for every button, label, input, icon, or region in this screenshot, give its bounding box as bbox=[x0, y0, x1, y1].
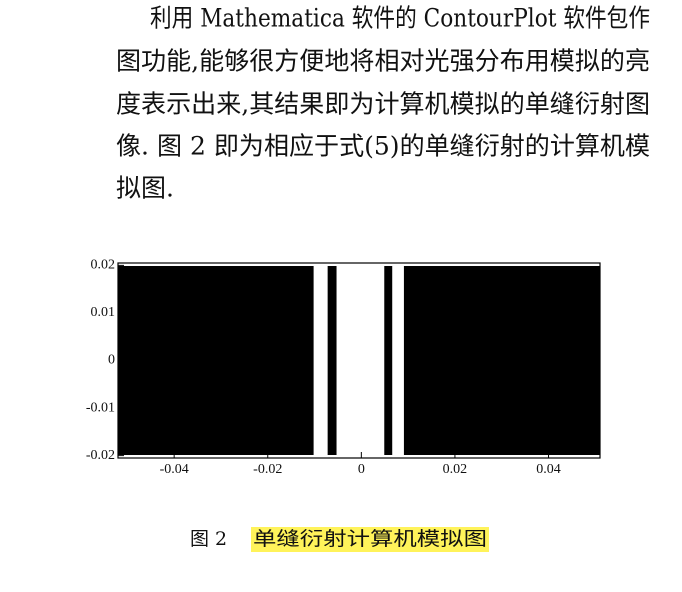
paragraph-line: 度表示出来,其结果即为计算机模拟的单缝衍射图 bbox=[116, 90, 650, 119]
y-tick-label: 0 bbox=[108, 353, 115, 368]
y-tick-label: -0.01 bbox=[86, 400, 115, 415]
dark-band bbox=[403, 266, 600, 455]
x-tick-label: 0.02 bbox=[443, 462, 468, 477]
x-tick-label: -0.04 bbox=[160, 462, 189, 477]
figure: 0.02 0.01 0 -0.01 -0.02 -0.04 -0.02 0 0.02 0.04 bbox=[86, 258, 601, 477]
dark-band bbox=[327, 266, 337, 455]
x-tick-label: 0 bbox=[358, 462, 365, 477]
highlight bbox=[251, 527, 489, 552]
caption-text: 单缝衍射计算机模拟图 bbox=[253, 528, 487, 550]
x-tick-label: 0.04 bbox=[536, 462, 561, 477]
y-tick-label: 0.02 bbox=[91, 258, 116, 273]
caption-label: 图 2 bbox=[190, 528, 227, 550]
paragraph-line: 像. 图 2 即为相应于式(5)的单缝衍射的计算机模 bbox=[116, 132, 650, 161]
paragraph-line: 拟图. bbox=[116, 174, 174, 203]
paragraph-line: 利用 Mathematica 软件的 ContourPlot 软件包作 bbox=[150, 4, 650, 33]
y-tick-label: -0.02 bbox=[86, 448, 115, 463]
y-tick-label: 0.01 bbox=[91, 305, 116, 320]
x-tick-label: -0.02 bbox=[253, 462, 282, 477]
dark-band bbox=[384, 266, 393, 455]
dark-band bbox=[118, 266, 314, 455]
paragraph-line: 图功能,能够很方便地将相对光强分布用模拟的亮 bbox=[116, 47, 650, 76]
